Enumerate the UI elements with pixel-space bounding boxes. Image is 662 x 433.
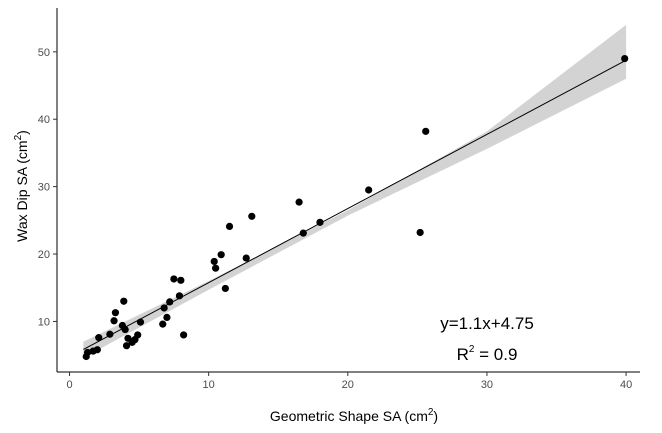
y-tick-label: 50 — [38, 47, 50, 59]
x-tick-label: 40 — [620, 379, 632, 391]
x-tick-label: 20 — [342, 379, 354, 391]
data-point — [136, 318, 145, 326]
y-axis-title: Wax Dip SA (cm2) — [13, 130, 30, 242]
data-point — [221, 284, 229, 293]
regression-line — [83, 59, 627, 350]
data-point — [160, 304, 168, 312]
data-point — [295, 198, 303, 206]
data-point — [316, 218, 324, 226]
r2-label: R — [457, 345, 469, 364]
y-axis-title-superscript: 2 — [13, 134, 24, 140]
data-point — [163, 313, 171, 321]
x-tick-label: 10 — [203, 379, 215, 391]
data-point — [120, 297, 128, 305]
data-point — [210, 257, 218, 266]
fit-line-layer — [83, 59, 627, 350]
data-point — [621, 54, 629, 63]
regression-equation: y=1.1x+4.75 — [440, 314, 534, 333]
data-point — [166, 298, 174, 306]
data-point — [121, 325, 129, 334]
data-points-layer — [82, 54, 629, 361]
x-axis-title-end: ) — [433, 408, 438, 424]
data-point — [248, 212, 256, 220]
data-point — [180, 331, 188, 339]
data-point — [93, 346, 101, 354]
confidence-band-layer — [83, 24, 627, 358]
data-point — [422, 127, 430, 135]
y-tick-label: 20 — [38, 249, 50, 261]
x-axis-title-text: Geometric Shape SA (cm — [270, 408, 428, 424]
y-tick-label: 10 — [38, 316, 50, 328]
data-point — [225, 222, 234, 230]
y-tick-label: 30 — [38, 182, 50, 194]
data-point — [95, 334, 103, 342]
data-point — [170, 275, 178, 283]
x-axis-title: Geometric Shape SA (cm2) — [270, 407, 438, 424]
data-point — [416, 228, 424, 237]
data-point — [365, 186, 373, 194]
y-tick-label: 40 — [38, 114, 50, 126]
data-point — [110, 317, 118, 325]
data-point — [122, 342, 131, 350]
data-point — [84, 348, 92, 357]
data-point — [217, 251, 225, 259]
data-point — [299, 229, 307, 237]
tick-labels: 0 10 20 30 40 10 20 30 40 50 — [38, 47, 632, 391]
r-squared-annotation: R2 = 0.9 — [457, 344, 518, 364]
data-point — [106, 330, 114, 338]
data-point — [134, 331, 142, 339]
data-point — [159, 320, 167, 328]
data-point — [242, 254, 250, 262]
data-point — [111, 309, 120, 317]
x-tick-label: 30 — [481, 379, 493, 391]
axes — [53, 8, 640, 376]
data-point — [175, 292, 184, 300]
confidence-band — [83, 24, 627, 358]
r2-superscript: 2 — [469, 344, 475, 355]
data-point — [177, 276, 185, 284]
data-point — [212, 264, 220, 272]
r2-value: = 0.9 — [474, 345, 517, 364]
y-axis-title-end: ) — [14, 130, 30, 135]
y-axis-title-text: Wax Dip SA (cm — [14, 140, 30, 241]
x-axis-title-superscript: 2 — [428, 407, 434, 418]
x-tick-label: 0 — [66, 379, 72, 391]
